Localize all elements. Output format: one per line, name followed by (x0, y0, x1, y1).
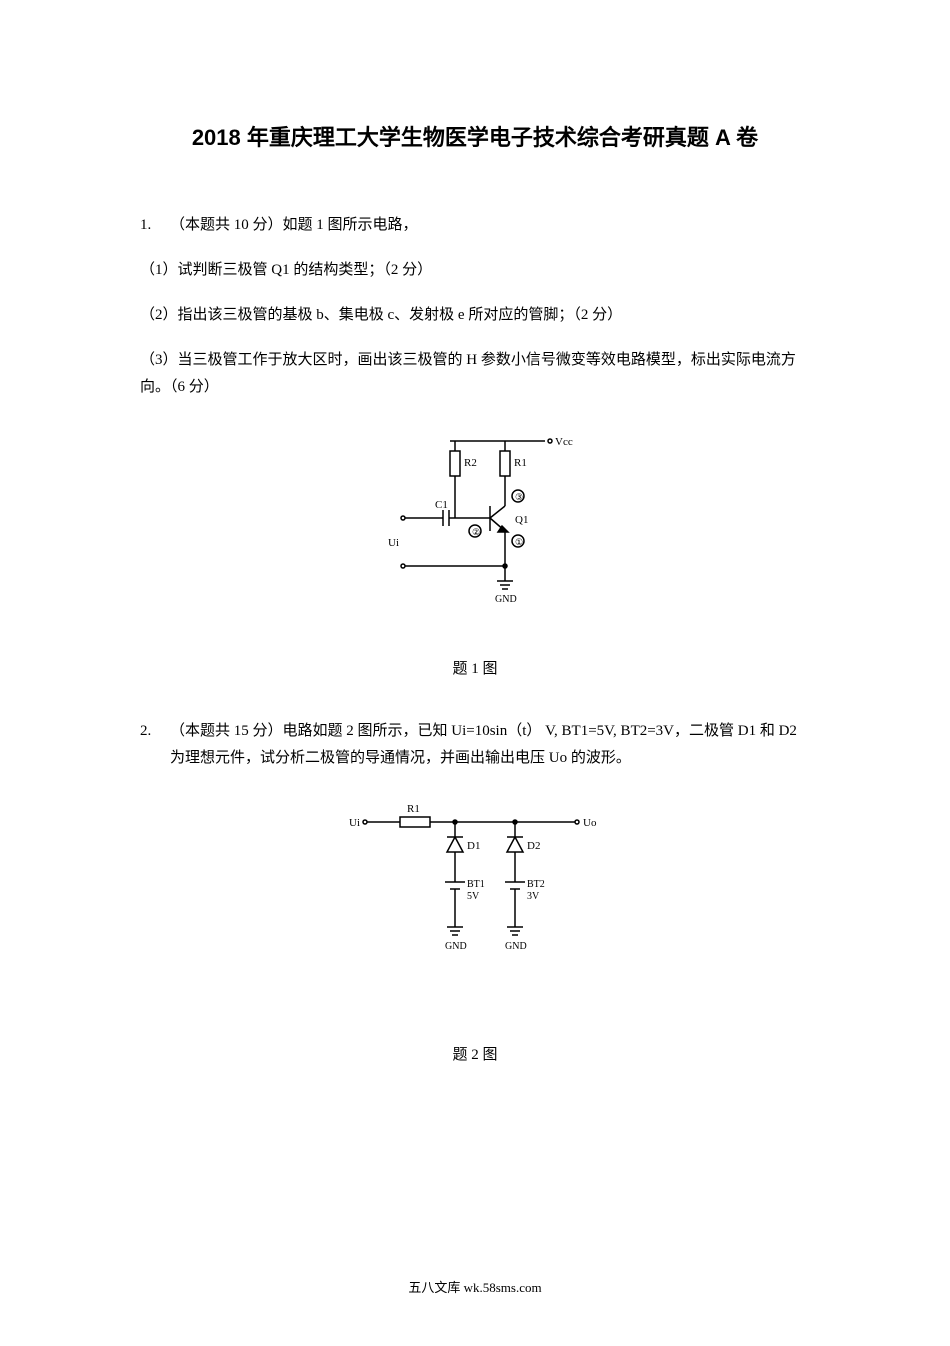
label-c1: C1 (435, 499, 448, 511)
label-r1-2: R1 (407, 803, 420, 815)
label-q1: Q1 (515, 514, 528, 526)
page-footer: 五八文库 wk.58sms.com (0, 1277, 950, 1296)
fig1-caption: 题 1 图 (140, 656, 810, 683)
label-gnd2: GND (505, 941, 527, 952)
q2-num: 2. (140, 718, 170, 772)
q1-sub1: （1）试判断三极管 Q1 的结构类型；（2 分） (140, 257, 810, 284)
label-bt2: BT2 (527, 879, 545, 890)
label-d2: D2 (527, 840, 540, 852)
q1-num: 1. (140, 212, 170, 239)
label-r2: R2 (464, 457, 477, 469)
label-r1: R1 (514, 457, 527, 469)
circuit-2-svg: Ui R1 Uo (345, 797, 605, 997)
label-pin3: ③ (515, 492, 523, 502)
figure-1: Vcc R1 R2 ③ (140, 426, 810, 683)
label-pin1: ① (515, 537, 523, 547)
page-title: 2018 年重庆理工大学生物医学电子技术综合考研真题 A 卷 (140, 120, 810, 152)
q1-sub2: （2）指出该三极管的基极 b、集电极 c、发射极 e 所对应的管脚；（2 分） (140, 302, 810, 329)
label-ui2: Ui (349, 817, 360, 829)
q1-sub3: （3）当三极管工作于放大区时，画出该三极管的 H 参数小信号微变等效电路模型，标… (140, 347, 810, 401)
label-bt1: BT1 (467, 879, 485, 890)
figure-2: Ui R1 Uo (140, 797, 810, 1069)
fig2-caption: 题 2 图 (140, 1042, 810, 1069)
label-vcc: Vcc (555, 436, 573, 448)
question-2: 2. （本题共 15 分）电路如题 2 图所示，已知 Ui=10sin（t） V… (140, 718, 810, 1069)
label-pin2: ② (472, 527, 480, 537)
label-bt1v: 5V (467, 891, 480, 902)
label-gnd: GND (495, 594, 517, 605)
label-uo: Uo (583, 817, 597, 829)
question-1: 1. （本题共 10 分）如题 1 图所示电路， （1）试判断三极管 Q1 的结… (140, 212, 810, 683)
label-ui: Ui (388, 537, 399, 549)
label-gnd1: GND (445, 941, 467, 952)
label-d1: D1 (467, 840, 480, 852)
label-bt2v: 3V (527, 891, 540, 902)
q1-main: （本题共 10 分）如题 1 图所示电路， (170, 212, 810, 239)
circuit-1-svg: Vcc R1 R2 ③ (375, 426, 575, 636)
q2-main: （本题共 15 分）电路如题 2 图所示，已知 Ui=10sin（t） V, B… (170, 718, 810, 772)
